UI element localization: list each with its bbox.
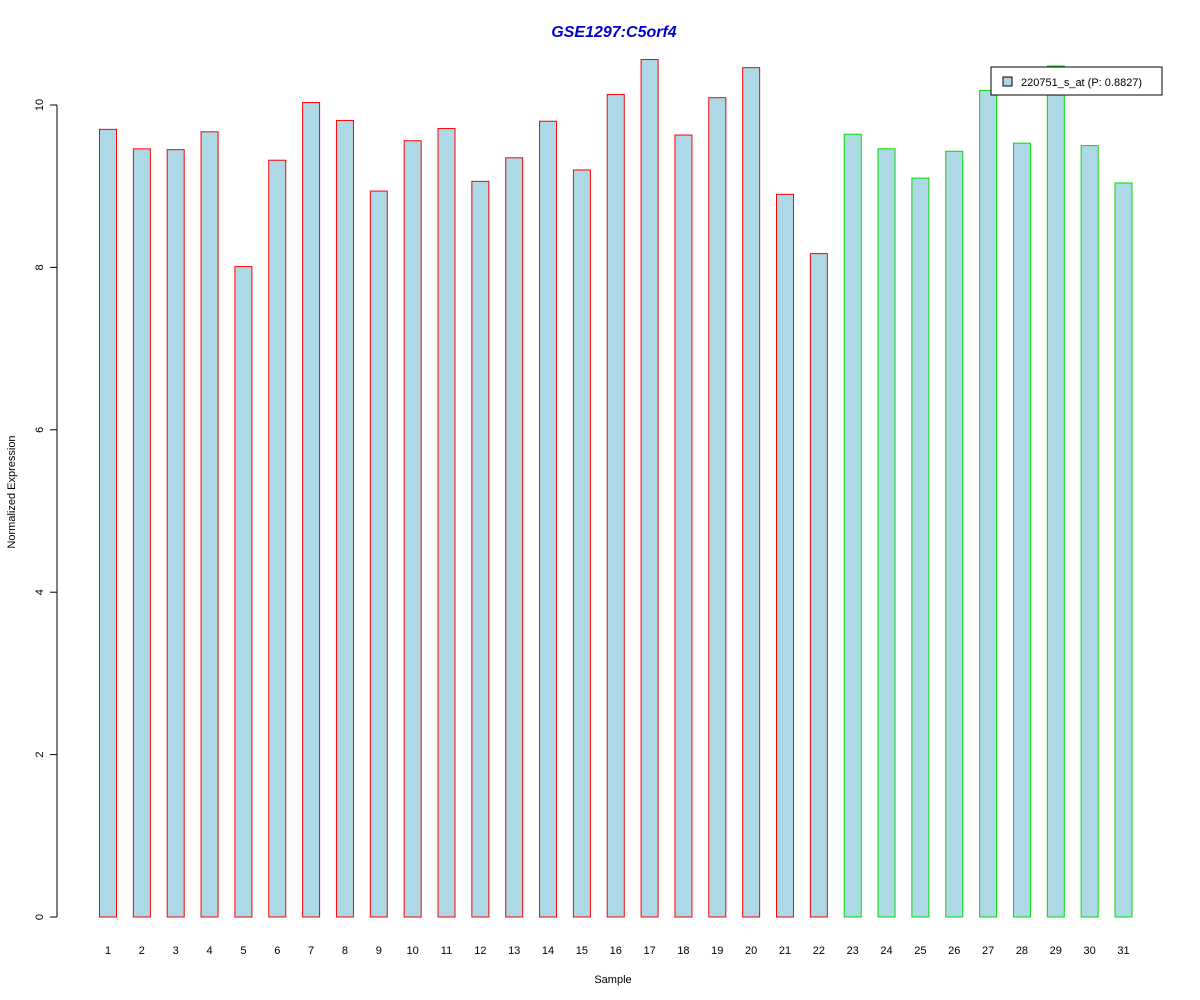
x-axis-label: Sample: [594, 974, 631, 986]
x-tick-label: 10: [407, 945, 419, 957]
bar: [1012, 142, 1031, 918]
bar: [776, 193, 794, 918]
bar: [471, 180, 490, 918]
y-axis-label: Normalized Expression: [6, 435, 18, 548]
bar: [1114, 182, 1133, 918]
y-tick-label: 4: [34, 589, 46, 595]
bar: [166, 149, 185, 918]
bar: [606, 93, 625, 918]
bar: [708, 97, 727, 918]
x-tick-label: 20: [745, 945, 757, 957]
y-tick-label: 8: [34, 264, 46, 270]
x-tick-label: 28: [1016, 945, 1028, 957]
x-tick-label: 4: [206, 945, 212, 957]
x-tick-label: 26: [948, 945, 960, 957]
x-tick-label: 18: [677, 945, 689, 957]
x-tick-label: 23: [847, 945, 859, 957]
y-tick-label: 0: [34, 914, 46, 920]
x-tick-label: 6: [274, 945, 280, 957]
x-tick-label: 22: [813, 945, 825, 957]
x-tick-label: 12: [474, 945, 486, 957]
legend-swatch: [1002, 76, 1013, 87]
x-tick-label: 19: [711, 945, 723, 957]
bar: [505, 157, 524, 918]
x-tick-label: 5: [240, 945, 246, 957]
x-tick-label: 14: [542, 945, 554, 957]
x-tick-label: 27: [982, 945, 994, 957]
x-tick-label: 25: [914, 945, 926, 957]
bar: [132, 148, 151, 918]
x-tick-label: 11: [441, 945, 452, 957]
x-tick-labels: 1 2 3 4 5 6 7 8 9 10 11 12 13 14 15 16 17 18 19 20 21 22 23 24 2…: [105, 945, 1130, 957]
x-tick-label: 7: [308, 945, 314, 957]
x-tick-label: 29: [1050, 945, 1062, 957]
x-tick-label: 8: [342, 945, 348, 957]
y-tick-label: 6: [34, 427, 46, 433]
legend-box: [990, 66, 1163, 96]
bar: [1046, 65, 1065, 918]
bar: [742, 67, 761, 918]
bar: [335, 119, 354, 918]
x-tick-label: 16: [610, 945, 622, 957]
bar: [674, 134, 693, 918]
bar: [437, 128, 456, 918]
legend: 220751_s_at (P: 0.8827): [990, 66, 1163, 96]
bar: [945, 150, 964, 918]
bar: [302, 102, 321, 918]
y-tick-label: 10: [34, 99, 46, 111]
y-axis: 0 2 4 6 8 10: [34, 99, 58, 920]
bar: [979, 89, 998, 918]
x-tick-label: 31: [1117, 945, 1129, 957]
x-tick-label: 9: [376, 945, 382, 957]
bar: [809, 253, 828, 918]
bar: [234, 266, 253, 918]
bar: [911, 177, 930, 918]
x-tick-label: 30: [1084, 945, 1096, 957]
x-tick-label: 2: [139, 945, 145, 957]
bars: [99, 59, 1133, 918]
x-tick-label: 13: [508, 945, 520, 957]
x-tick-label: 15: [576, 945, 588, 957]
y-tick-label: 2: [34, 752, 46, 758]
x-tick-label: 24: [880, 945, 892, 957]
bar: [1080, 145, 1099, 918]
bar: [539, 120, 558, 918]
bar: [572, 169, 591, 918]
chart-title: GSE1297:C5orf4: [551, 24, 676, 41]
bar: [200, 131, 219, 918]
bar: [268, 159, 287, 918]
x-tick-label: 21: [779, 945, 791, 957]
bar: [403, 140, 422, 918]
x-tick-label: 1: [105, 945, 111, 957]
bar: [99, 128, 117, 918]
bar: [369, 190, 388, 918]
legend-label: 220751_s_at (P: 0.8827): [1021, 77, 1142, 89]
bar: [843, 133, 862, 918]
bar: [877, 148, 896, 918]
bar: [640, 59, 659, 918]
x-tick-label: 17: [643, 945, 655, 957]
x-tick-label: 3: [173, 945, 179, 957]
